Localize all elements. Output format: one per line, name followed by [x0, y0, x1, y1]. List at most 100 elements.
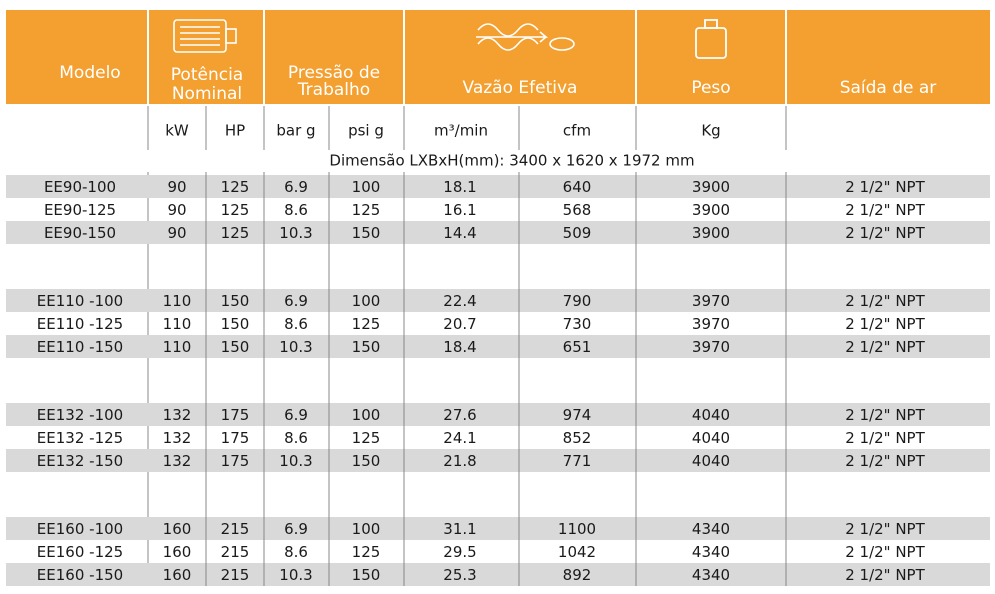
cell: 215	[221, 520, 250, 538]
header-label: Potência	[171, 65, 243, 85]
header-label: Peso	[691, 78, 730, 98]
header-separators	[147, 10, 787, 104]
unit-label: cfm	[563, 122, 591, 140]
header-label: Trabalho	[297, 80, 370, 100]
cell: 2 1/2" NPT	[845, 178, 925, 196]
cell: 771	[563, 452, 592, 470]
cell: EE160 -150	[37, 566, 123, 584]
cell: EE90-150	[44, 224, 116, 242]
header-label: Saída de ar	[840, 78, 937, 98]
cell: 2 1/2" NPT	[845, 201, 925, 219]
cell: 14.4	[443, 224, 476, 242]
cell: 22.4	[443, 292, 476, 310]
cell: 25.3	[443, 566, 476, 584]
cell: 640	[563, 178, 592, 196]
cell: 2 1/2" NPT	[845, 543, 925, 561]
cell: 790	[563, 292, 592, 310]
cell: 24.1	[443, 429, 476, 447]
cell: 3900	[692, 178, 730, 196]
cell: 110	[163, 292, 192, 310]
cell: 175	[221, 406, 250, 424]
cell: 20.7	[443, 315, 476, 333]
unit-label: m³/min	[434, 122, 488, 140]
cell: 651	[563, 338, 592, 356]
cell: 100	[352, 520, 381, 538]
unit-label: psi g	[348, 122, 384, 140]
header-label: Nominal	[172, 84, 242, 104]
cell: 125	[221, 224, 250, 242]
header-label: Vazão Efetiva	[463, 78, 578, 98]
cell: 10.3	[279, 224, 312, 242]
cell: 3900	[692, 224, 730, 242]
cell: 2 1/2" NPT	[845, 292, 925, 310]
cell: 215	[221, 566, 250, 584]
cell: 2 1/2" NPT	[845, 520, 925, 538]
cell: 100	[352, 292, 381, 310]
cell: 6.9	[284, 406, 308, 424]
cell: 1100	[558, 520, 596, 538]
cell: 2 1/2" NPT	[845, 338, 925, 356]
cell: 4040	[692, 429, 730, 447]
compressor-icon	[476, 23, 575, 51]
cell: 2 1/2" NPT	[845, 566, 925, 584]
cell: 18.1	[443, 178, 476, 196]
row-shade	[6, 449, 990, 472]
cell: 568	[563, 201, 592, 219]
cell: 100	[352, 406, 381, 424]
motor-icon	[173, 19, 237, 53]
cell: 6.9	[284, 292, 308, 310]
cell: EE110 -125	[37, 315, 123, 333]
unit-label: HP	[225, 122, 245, 140]
unit-label: Kg	[701, 122, 720, 140]
cell: 160	[163, 566, 192, 584]
cell: 150	[221, 315, 250, 333]
cell: 31.1	[443, 520, 476, 538]
cell: 175	[221, 452, 250, 470]
header-band	[6, 10, 990, 104]
cell: 10.3	[279, 566, 312, 584]
cell: 2 1/2" NPT	[845, 429, 925, 447]
cell: 125	[352, 201, 381, 219]
cell: 18.4	[443, 338, 476, 356]
row-shade	[6, 175, 990, 198]
cell: 3970	[692, 292, 730, 310]
cell: 2 1/2" NPT	[845, 452, 925, 470]
cell: 10.3	[279, 452, 312, 470]
cell: 125	[221, 201, 250, 219]
cell: EE132 -150	[37, 452, 123, 470]
cell: EE90-125	[44, 201, 116, 219]
cell: 150	[352, 224, 381, 242]
cell: 21.8	[443, 452, 476, 470]
cell: 215	[221, 543, 250, 561]
cell: 110	[163, 338, 192, 356]
cell: 29.5	[443, 543, 476, 561]
cell: EE90-100	[44, 178, 116, 196]
cell: 8.6	[284, 201, 308, 219]
cell: 8.6	[284, 315, 308, 333]
cell: 110	[163, 315, 192, 333]
cell: 8.6	[284, 429, 308, 447]
cell: 10.3	[279, 338, 312, 356]
cell: 132	[163, 429, 192, 447]
weight-icon	[695, 19, 727, 59]
cell: 100	[352, 178, 381, 196]
cell: 160	[163, 543, 192, 561]
cell: 150	[221, 292, 250, 310]
unit-label: bar g	[276, 122, 315, 140]
cell: 90	[167, 178, 186, 196]
cell: 160	[163, 520, 192, 538]
cell: 6.9	[284, 520, 308, 538]
cell: EE110 -100	[37, 292, 123, 310]
cell: 2 1/2" NPT	[845, 406, 925, 424]
cell: 1042	[558, 543, 596, 561]
cell: 852	[563, 429, 592, 447]
cell: 2 1/2" NPT	[845, 315, 925, 333]
cell: 90	[167, 201, 186, 219]
cell: EE110 -150	[37, 338, 123, 356]
cell: 125	[221, 178, 250, 196]
header-label: Pressão de	[288, 63, 380, 83]
cell: 132	[163, 406, 192, 424]
row-shade	[6, 335, 990, 358]
cell: 974	[563, 406, 592, 424]
